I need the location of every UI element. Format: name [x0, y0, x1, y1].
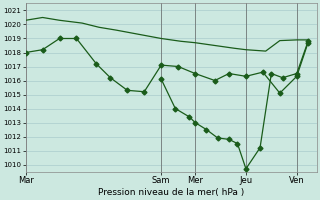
X-axis label: Pression niveau de la mer( hPa ): Pression niveau de la mer( hPa )	[98, 188, 244, 197]
